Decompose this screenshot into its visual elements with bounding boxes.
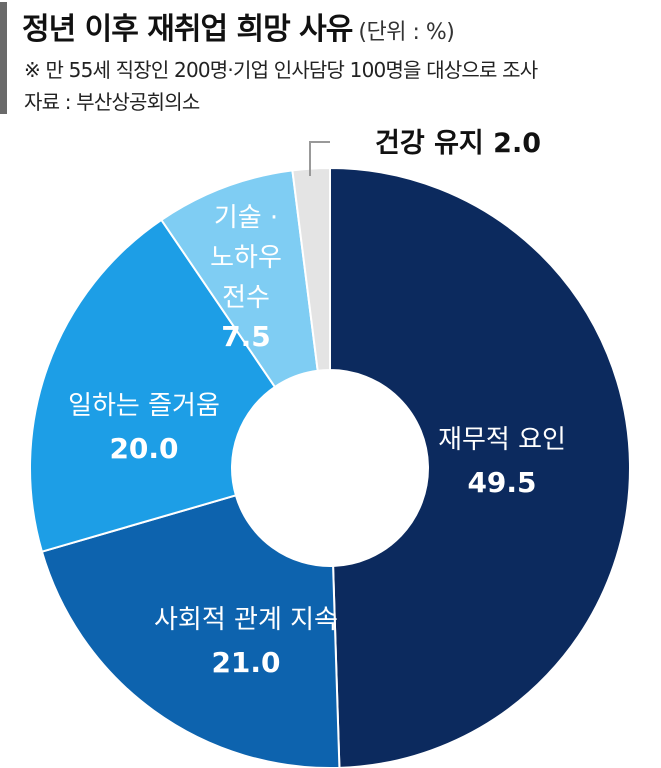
slice-value-재무적-요인: 49.5 <box>467 466 536 499</box>
chart-header: 정년 이후 재취업 희망 사유 (단위 : %) ※ 만 55세 직장인 200명… <box>0 0 661 120</box>
slice-label-기술-노하우-전수-line-2: 노하우 <box>210 243 282 273</box>
slice-label-사회적-관계-지속: 사회적 관계 지속 <box>154 605 338 635</box>
survey-note: ※ 만 55세 직장인 200명·기업 인사담당 100명을 대상으로 조사 <box>24 58 538 82</box>
slice-value-기술-노하우-전수: 7.5 <box>221 320 271 353</box>
slice-label-기술-노하우-전수-line-1: 기술 · <box>214 203 278 233</box>
slice-건강-유지 <box>291 166 331 372</box>
slice-label-재무적-요인: 재무적 요인 <box>438 425 566 455</box>
chart-title: 정년 이후 재취업 희망 사유 <box>22 12 353 47</box>
slice-재무적-요인 <box>329 166 631 768</box>
header-accent-bar <box>0 2 7 114</box>
source-label: 자료 : 부산상공회의소 <box>24 90 200 114</box>
slice-label-text: 건강 유지 <box>375 128 493 159</box>
slice-label-기술-노하우-전수-line-3: 전수 <box>222 283 270 313</box>
slice-label-건강-유지: 건강 유지 2.0 <box>375 128 541 159</box>
callout-line-건강-유지 <box>309 141 330 176</box>
unit-label: (단위 : %) <box>358 20 455 45</box>
slice-사회적-관계-지속 <box>40 494 341 768</box>
slice-value-사회적-관계-지속: 21.0 <box>211 646 280 679</box>
slice-label-일하는-즐거움: 일하는 즐거움 <box>68 391 220 421</box>
slice-value: 2.0 <box>493 128 541 159</box>
slice-일하는-즐거움 <box>29 218 277 553</box>
title-line: 정년 이후 재취업 희망 사유 (단위 : %) <box>22 4 455 48</box>
slice-value-일하는-즐거움: 20.0 <box>109 432 178 465</box>
